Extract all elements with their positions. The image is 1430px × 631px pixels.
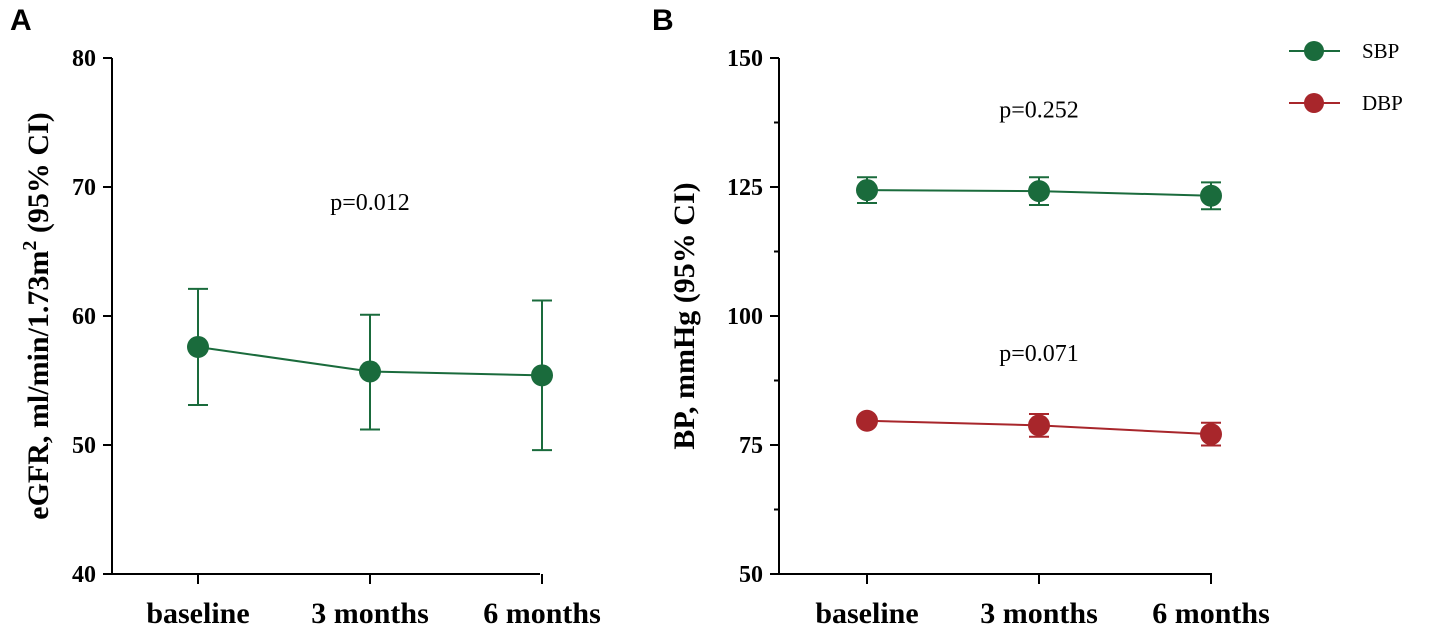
panel-a-label: A bbox=[10, 4, 32, 37]
panel-a-egfr-point bbox=[531, 364, 553, 387]
panel-a-x-tick-label: 3 months bbox=[311, 597, 429, 630]
panel-a-egfr-point bbox=[359, 360, 381, 383]
panel-b-y-tick-label: 50 bbox=[739, 562, 763, 588]
panel-a-y-tick-label: 40 bbox=[72, 562, 96, 588]
panel-a-p-value-annotation: p=0.012 bbox=[330, 190, 410, 216]
legend-dbp-label: DBP bbox=[1362, 91, 1403, 115]
panel-b-legend: SBP DBP bbox=[1289, 39, 1403, 115]
panel-a-y-tick-label: 50 bbox=[72, 433, 96, 459]
panel-b-p-value-annotation: p=0.252 bbox=[999, 97, 1079, 123]
panel-a-y-axis-title: eGFR, ml/min/1.73m2 (95% CI) bbox=[19, 112, 55, 519]
panel-a-x-tick-label: baseline bbox=[146, 597, 249, 630]
panel-b-dbp-point bbox=[1028, 414, 1050, 437]
panel-a-y-tick-label: 60 bbox=[72, 304, 96, 330]
panel-b-y-tick-label: 100 bbox=[727, 304, 763, 330]
panel-b-x-tick-label: 3 months bbox=[980, 597, 1098, 630]
panel-b-y-axis-title: BP, mmHg (95% CI) bbox=[668, 182, 701, 449]
panel-a-y-tick-label: 70 bbox=[72, 175, 96, 201]
panel-b-x-tick-label: baseline bbox=[815, 597, 918, 630]
panel-b-sbp-point bbox=[856, 179, 878, 202]
panel-a-y-axis-title-main: eGFR, ml/min/1.73m bbox=[22, 251, 55, 520]
legend-dbp-marker bbox=[1304, 93, 1324, 113]
panel-a-chart: A eGFR, ml/min/1.73m2 (95% CI) 40 50 60 70 8… bbox=[10, 4, 601, 630]
panel-b-y-tick-label: 75 bbox=[739, 433, 763, 459]
legend-sbp-marker bbox=[1304, 41, 1324, 61]
panel-a-x-tick-label: 6 months bbox=[483, 597, 601, 630]
panel-a-egfr-point bbox=[187, 335, 209, 358]
panel-a-y-axis-title-suffix: (95% CI) bbox=[22, 112, 55, 240]
panel-b-x-tick-label: 6 months bbox=[1152, 597, 1270, 630]
panel-b-dbp-point bbox=[856, 409, 878, 432]
panel-b-label: B bbox=[652, 4, 674, 37]
panel-b-p-value-annotation: p=0.071 bbox=[999, 341, 1079, 367]
panel-b-sbp-point bbox=[1200, 184, 1222, 207]
panel-b-sbp-point bbox=[1028, 180, 1050, 203]
panel-b-y-tick-label: 150 bbox=[727, 46, 763, 72]
panel-a-y-axis-title-superscript: 2 bbox=[19, 241, 41, 251]
panel-a-y-tick-label: 80 bbox=[72, 46, 96, 72]
panel-b-dbp-point bbox=[1200, 423, 1222, 446]
panel-b-y-tick-label: 125 bbox=[727, 175, 763, 201]
panel-b-chart: B BP, mmHg (95% CI) 50 75 100 125 150 baselin… bbox=[652, 4, 1270, 630]
legend-sbp-label: SBP bbox=[1362, 39, 1399, 63]
